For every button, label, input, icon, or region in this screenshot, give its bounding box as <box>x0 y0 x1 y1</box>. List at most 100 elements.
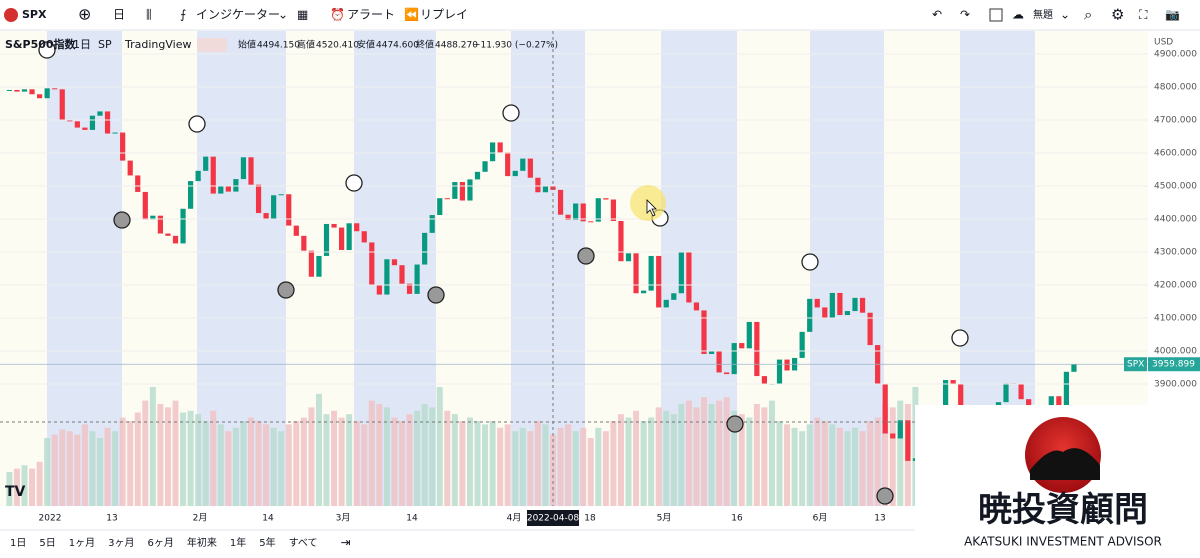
replay[interactable]: リプレイ <box>420 8 468 22</box>
volume-bar <box>716 400 723 506</box>
candle <box>784 359 790 371</box>
range-button[interactable]: 3ヶ月 <box>108 537 134 549</box>
change: −11.930 (−0.27%) <box>473 41 558 51</box>
redo[interactable]: ↷ <box>960 8 970 22</box>
volume-bar <box>164 407 171 506</box>
fullscreen[interactable]: ⛶ <box>1138 8 1148 22</box>
volume-bar <box>142 400 149 506</box>
volume-bar <box>474 421 481 506</box>
candle <box>814 298 820 308</box>
candle <box>527 158 533 178</box>
candle <box>943 380 949 419</box>
volume-bar <box>217 424 224 506</box>
candle <box>807 298 813 332</box>
volume-bar <box>6 472 13 506</box>
layout-icon[interactable] <box>989 8 1003 22</box>
volume-bar <box>655 407 662 506</box>
undo[interactable]: ↶ <box>932 8 942 22</box>
candle <box>286 194 292 226</box>
marker-filled <box>876 487 894 505</box>
indicators[interactable]: インジケーター <box>196 8 280 22</box>
volume-bar <box>157 404 164 506</box>
range-button[interactable]: 1日 <box>10 538 26 549</box>
volume-bar <box>633 410 640 506</box>
volume-bar <box>202 421 209 506</box>
add-symbol[interactable]: ⊕ <box>78 5 91 24</box>
chart-style[interactable]: ⫼ <box>146 8 152 22</box>
volume-bar <box>678 404 685 506</box>
volume-bar <box>353 421 360 506</box>
candle <box>180 208 186 244</box>
candle <box>573 203 579 220</box>
volume-bar <box>844 431 851 506</box>
marker-filled <box>113 211 131 229</box>
legend-toggle[interactable] <box>197 38 227 52</box>
candle <box>482 161 488 172</box>
candle <box>157 215 163 234</box>
date-label: 13 <box>106 514 117 524</box>
range-button[interactable]: 1年 <box>230 536 246 549</box>
volume-bar <box>134 412 141 506</box>
symbol[interactable]: SPX <box>22 8 47 21</box>
volume-bar <box>459 421 466 506</box>
candle <box>369 242 375 285</box>
range-button[interactable]: 6ヶ月 <box>148 537 174 549</box>
candle <box>414 264 420 294</box>
volume-bar <box>429 407 436 506</box>
candle <box>37 94 43 99</box>
date-range-icon[interactable]: ⇥ <box>341 536 351 550</box>
last-price: 3959.899 <box>1152 360 1195 370</box>
search[interactable]: ⌕ <box>1084 6 1092 24</box>
volume-bar <box>112 431 119 506</box>
range-button[interactable]: 1ヶ月 <box>69 537 95 549</box>
candle <box>74 121 80 128</box>
range-button[interactable]: 5年 <box>259 536 275 549</box>
candle <box>852 297 858 312</box>
candle <box>331 223 337 228</box>
candle <box>135 175 141 192</box>
legend-exchange: SP <box>98 38 112 51</box>
volume-bar <box>587 438 594 506</box>
range-button[interactable]: すべて <box>289 537 318 549</box>
volume-bar <box>127 421 134 506</box>
volume-bar <box>346 414 353 506</box>
candle <box>656 255 662 308</box>
candle <box>293 225 299 236</box>
layout-name[interactable]: 無題 <box>1033 8 1053 21</box>
candle <box>29 89 35 95</box>
volume-bar <box>331 410 338 506</box>
range-button[interactable]: 5日 <box>39 538 55 549</box>
volume-bar <box>323 414 330 506</box>
candle <box>663 299 669 308</box>
volume-bar <box>776 421 783 506</box>
candle <box>837 292 843 316</box>
settings[interactable]: ⚙ <box>1111 6 1124 24</box>
symbol-icon <box>4 8 18 22</box>
volume-bar <box>391 417 398 506</box>
volume-bar <box>610 421 617 506</box>
range-button[interactable]: 年初来 <box>187 536 217 549</box>
volume-bar <box>512 431 519 506</box>
interval[interactable]: 日 <box>113 8 125 22</box>
close: 4488.270 <box>435 41 478 51</box>
crosshair-date: 2022-04-08 <box>527 514 580 524</box>
candle <box>44 88 50 99</box>
alert[interactable]: アラート <box>347 8 395 22</box>
volume-bar <box>149 387 156 506</box>
volume-bar <box>617 414 624 506</box>
candle <box>1071 364 1077 372</box>
candle <box>474 171 481 180</box>
candle <box>97 111 103 116</box>
candle <box>271 195 277 219</box>
templates[interactable]: ▦ <box>297 8 308 22</box>
marker-open <box>38 41 56 59</box>
marker-filled <box>577 247 595 265</box>
volume-bar <box>248 417 254 506</box>
candle <box>203 156 209 171</box>
candle <box>761 376 767 384</box>
volume-bar <box>119 417 126 506</box>
volume-bar <box>436 387 443 506</box>
volume-bar <box>497 427 504 506</box>
price-tick-label: 4900.000 <box>1154 50 1197 60</box>
snapshot[interactable]: 📷 <box>1165 8 1180 22</box>
